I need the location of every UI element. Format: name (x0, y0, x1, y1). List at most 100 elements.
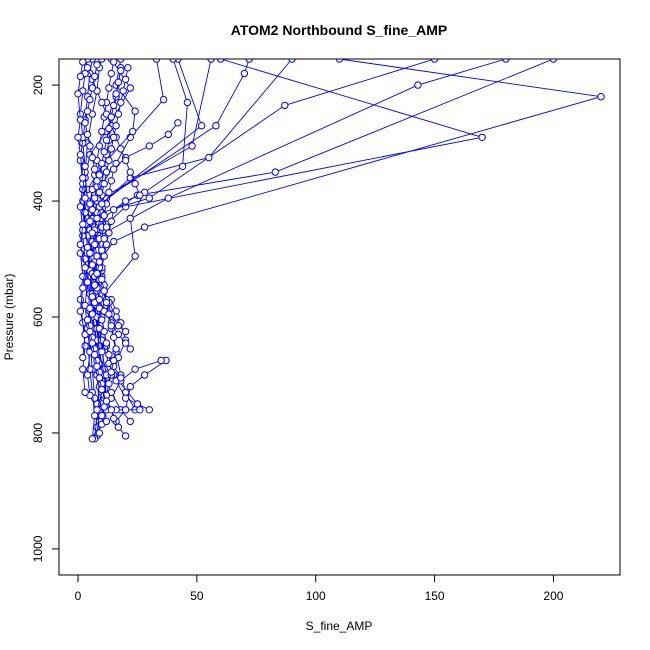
data-point (102, 168, 111, 176)
y-tick-label: 1000 (31, 535, 45, 562)
data-point (86, 249, 94, 257)
data-point (288, 59, 296, 63)
data-point (110, 165, 118, 173)
data-point (98, 275, 106, 283)
data-point (98, 348, 106, 356)
x-tick-label: 200 (543, 589, 563, 603)
data-point (93, 362, 101, 370)
data-point (88, 339, 97, 347)
data-point (91, 72, 99, 81)
series-23 (86, 66, 125, 420)
data-point (93, 61, 101, 69)
data-point (152, 59, 161, 63)
data-point (129, 127, 137, 136)
data-point (430, 59, 439, 63)
data-point (107, 145, 116, 153)
data-point (76, 295, 85, 304)
data-point (549, 59, 558, 63)
data-point (205, 153, 213, 162)
series-line (89, 59, 507, 439)
data-point (597, 93, 605, 101)
data-point (76, 151, 85, 159)
data-point (110, 133, 118, 142)
data-point (131, 180, 139, 188)
plot-frame (58, 58, 621, 576)
data-point (100, 287, 108, 295)
data-point (100, 211, 108, 220)
data-point (81, 208, 89, 217)
data-point (98, 159, 106, 168)
data-point (414, 81, 422, 89)
data-point (79, 365, 87, 373)
data-point (178, 162, 187, 171)
data-point (95, 374, 104, 382)
data-point (271, 168, 279, 176)
data-point (140, 371, 149, 379)
data-point (169, 59, 177, 63)
data-point (86, 304, 94, 312)
data-point (112, 345, 120, 353)
data-point (281, 101, 289, 110)
data-point (98, 59, 106, 63)
data-point (126, 84, 135, 92)
data-point (95, 429, 104, 437)
data-point (107, 322, 116, 330)
data-point (124, 64, 132, 72)
data-point (117, 374, 125, 382)
data-point (79, 284, 87, 292)
data-point (131, 107, 139, 115)
data-point (91, 240, 99, 249)
data-point (174, 119, 182, 127)
data-point (102, 298, 111, 307)
data-point (145, 142, 154, 150)
data-point (197, 122, 206, 130)
data-point (112, 122, 120, 130)
data-point (188, 142, 196, 150)
data-point (95, 188, 104, 197)
data-point (91, 351, 99, 359)
data-point (164, 194, 173, 202)
data-point (110, 237, 118, 246)
data-point (126, 417, 135, 426)
data-point (107, 368, 116, 376)
data-point (81, 194, 89, 202)
data-point (81, 264, 89, 272)
y-tick-label: 800 (31, 423, 45, 443)
data-point (131, 365, 139, 373)
data-point (117, 145, 125, 153)
series-line (84, 64, 126, 437)
data-point (159, 95, 168, 104)
data-point (107, 217, 116, 226)
data-point (110, 206, 118, 214)
data-point (102, 417, 111, 426)
data-point (93, 269, 101, 278)
chart-title: ATOM2 Northbound S_fine_AMP (231, 22, 447, 38)
data-point (102, 397, 111, 405)
data-point (105, 351, 113, 359)
data-point (107, 406, 116, 414)
data-point (93, 214, 101, 223)
series-0 (86, 59, 558, 431)
data-point (126, 382, 135, 391)
data-point (502, 59, 510, 63)
x-tick-label: 100 (306, 589, 326, 603)
data-point (98, 127, 106, 136)
data-point (183, 98, 192, 107)
series-layer (74, 59, 605, 443)
data-point (136, 191, 144, 199)
data-point (83, 316, 92, 324)
data-point (95, 142, 104, 150)
data-point (88, 435, 97, 443)
data-point (91, 194, 99, 202)
data-point (88, 153, 97, 162)
data-point (105, 124, 113, 133)
data-point (100, 327, 108, 336)
data-point (83, 64, 92, 72)
data-point (110, 356, 118, 365)
data-point (105, 310, 113, 318)
data-point (86, 327, 94, 336)
data-point (107, 113, 116, 121)
series-15 (76, 59, 92, 397)
data-point (216, 59, 225, 63)
data-point (117, 98, 125, 107)
